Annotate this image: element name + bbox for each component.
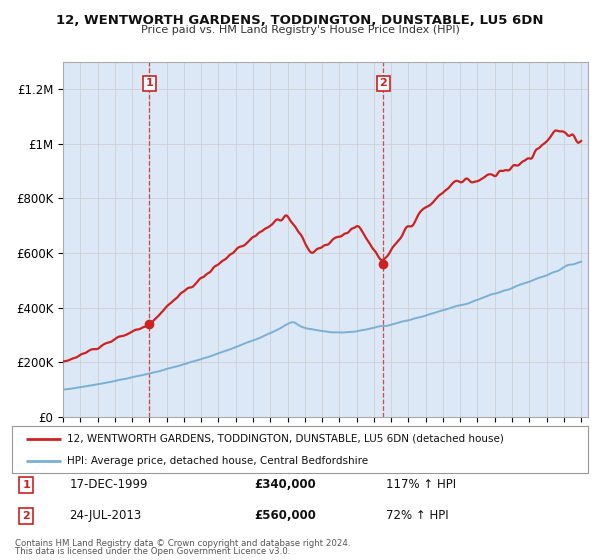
Text: Price paid vs. HM Land Registry's House Price Index (HPI): Price paid vs. HM Land Registry's House … <box>140 25 460 35</box>
Text: 1: 1 <box>145 78 153 88</box>
Text: HPI: Average price, detached house, Central Bedfordshire: HPI: Average price, detached house, Cent… <box>67 456 368 466</box>
Text: 2: 2 <box>23 511 30 521</box>
Text: 12, WENTWORTH GARDENS, TODDINGTON, DUNSTABLE, LU5 6DN: 12, WENTWORTH GARDENS, TODDINGTON, DUNST… <box>56 14 544 27</box>
Text: 2: 2 <box>379 78 387 88</box>
Text: £560,000: £560,000 <box>254 509 316 522</box>
Text: This data is licensed under the Open Government Licence v3.0.: This data is licensed under the Open Gov… <box>15 547 290 556</box>
Text: Contains HM Land Registry data © Crown copyright and database right 2024.: Contains HM Land Registry data © Crown c… <box>15 539 350 548</box>
Text: 24-JUL-2013: 24-JUL-2013 <box>70 509 142 522</box>
Text: 17-DEC-1999: 17-DEC-1999 <box>70 478 148 492</box>
Text: 72% ↑ HPI: 72% ↑ HPI <box>386 509 449 522</box>
Text: 117% ↑ HPI: 117% ↑ HPI <box>386 478 457 492</box>
Text: £340,000: £340,000 <box>254 478 316 492</box>
Text: 1: 1 <box>23 480 30 490</box>
Text: 12, WENTWORTH GARDENS, TODDINGTON, DUNSTABLE, LU5 6DN (detached house): 12, WENTWORTH GARDENS, TODDINGTON, DUNST… <box>67 434 503 444</box>
